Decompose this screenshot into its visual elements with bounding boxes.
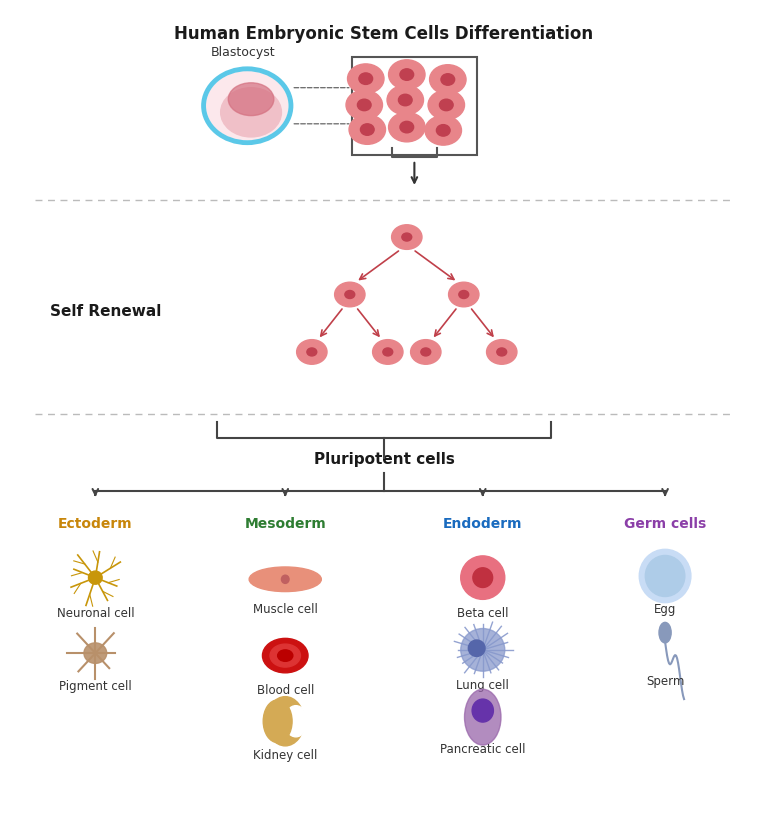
Ellipse shape	[383, 349, 392, 357]
Ellipse shape	[645, 556, 685, 597]
Text: Egg: Egg	[654, 603, 677, 615]
Text: Pancreatic cell: Pancreatic cell	[440, 742, 525, 755]
Text: Human Embryonic Stem Cells Differentiation: Human Embryonic Stem Cells Differentiati…	[174, 25, 594, 42]
Ellipse shape	[296, 340, 327, 365]
Ellipse shape	[228, 84, 274, 117]
Ellipse shape	[359, 74, 372, 85]
Ellipse shape	[497, 349, 507, 357]
Ellipse shape	[436, 126, 450, 137]
Ellipse shape	[399, 95, 412, 107]
Text: Ectoderm: Ectoderm	[58, 517, 133, 531]
Ellipse shape	[639, 550, 691, 603]
Ellipse shape	[441, 75, 455, 86]
Ellipse shape	[345, 291, 355, 299]
Ellipse shape	[220, 89, 281, 137]
Ellipse shape	[307, 349, 316, 357]
Ellipse shape	[468, 640, 485, 657]
Ellipse shape	[472, 700, 493, 722]
Ellipse shape	[449, 283, 479, 307]
Ellipse shape	[263, 700, 292, 743]
Ellipse shape	[84, 643, 107, 663]
Ellipse shape	[372, 340, 403, 365]
Text: Mesoderm: Mesoderm	[244, 517, 326, 531]
Text: Muscle cell: Muscle cell	[253, 603, 318, 615]
Ellipse shape	[284, 705, 307, 737]
Text: Sperm: Sperm	[646, 675, 684, 687]
Ellipse shape	[425, 117, 462, 146]
Ellipse shape	[428, 91, 465, 121]
Ellipse shape	[349, 116, 386, 145]
Ellipse shape	[335, 283, 365, 307]
Ellipse shape	[461, 628, 505, 672]
Ellipse shape	[360, 125, 374, 136]
Text: Germ cells: Germ cells	[624, 517, 707, 531]
Text: Pluripotent cells: Pluripotent cells	[313, 451, 455, 466]
Text: Blastocyst: Blastocyst	[211, 46, 276, 59]
Ellipse shape	[458, 291, 468, 299]
Text: Kidney cell: Kidney cell	[253, 749, 317, 762]
Ellipse shape	[281, 575, 289, 584]
Ellipse shape	[389, 113, 425, 142]
Ellipse shape	[266, 697, 304, 746]
Ellipse shape	[249, 567, 321, 592]
Ellipse shape	[346, 91, 382, 121]
Ellipse shape	[411, 340, 441, 365]
Ellipse shape	[389, 60, 425, 90]
Text: Lung cell: Lung cell	[456, 678, 509, 691]
Ellipse shape	[402, 233, 412, 242]
Ellipse shape	[348, 65, 384, 94]
Text: Self Renewal: Self Renewal	[50, 304, 161, 319]
Text: Pigment cell: Pigment cell	[59, 679, 131, 691]
Ellipse shape	[88, 571, 102, 585]
Ellipse shape	[473, 568, 492, 588]
Ellipse shape	[429, 65, 466, 95]
Ellipse shape	[487, 340, 517, 365]
Text: Blood cell: Blood cell	[257, 683, 314, 696]
Ellipse shape	[357, 100, 371, 112]
Ellipse shape	[278, 650, 293, 662]
Ellipse shape	[400, 70, 414, 81]
Ellipse shape	[392, 225, 422, 250]
Text: Beta cell: Beta cell	[457, 607, 508, 619]
Ellipse shape	[659, 623, 671, 643]
Ellipse shape	[207, 73, 288, 141]
Ellipse shape	[439, 100, 453, 112]
FancyBboxPatch shape	[352, 57, 477, 156]
Ellipse shape	[421, 349, 431, 357]
Ellipse shape	[270, 644, 300, 667]
Ellipse shape	[263, 638, 308, 673]
Ellipse shape	[400, 123, 414, 133]
Ellipse shape	[465, 690, 501, 745]
Text: Endoderm: Endoderm	[443, 517, 522, 531]
Ellipse shape	[461, 556, 505, 599]
Text: Neuronal cell: Neuronal cell	[57, 607, 134, 619]
Ellipse shape	[387, 86, 423, 116]
